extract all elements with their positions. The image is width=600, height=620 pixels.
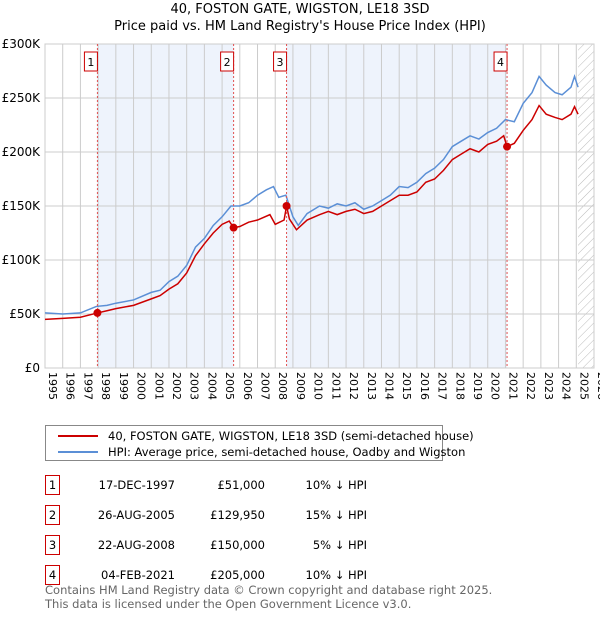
x-tick-label: 1996 [64,372,77,400]
x-tick-label: 2006 [241,372,254,400]
sale-label: 4 [497,56,504,69]
x-tick-label: 1997 [81,372,94,400]
legend-label: HPI: Average price, semi-detached house,… [108,444,466,459]
x-tick-label: 1995 [46,372,59,400]
sale-point [282,202,291,210]
sale-price: £129,950 [210,508,265,522]
x-tick-label: 2020 [489,372,502,400]
legend: 40, FOSTON GATE, WIGSTON, LE18 3SD (semi… [45,425,474,461]
x-tick-label: 2011 [329,372,342,400]
sale-point [503,142,512,151]
sale-label-box [493,51,508,72]
sale-number: 1 [45,475,60,495]
plot-border [44,43,595,369]
y-tick-label: £300K [2,37,42,51]
sale-hpi-diff: 10% ↓ HPI [305,478,367,492]
x-tick-label: 2018 [453,372,466,400]
sale-number: 3 [45,535,60,555]
sale-price: £150,000 [210,538,265,552]
x-tick-label: 2025 [577,372,590,400]
legend-item-property: 40, FOSTON GATE, WIGSTON, LE18 3SD (semi… [58,427,474,444]
x-tick-label: 2015 [400,372,413,400]
x-tick-label: 2007 [259,372,272,400]
x-tick-label: 2023 [542,372,555,400]
legend-item-hpi: HPI: Average price, semi-detached house,… [58,443,465,460]
x-tick-label: 1998 [99,372,112,400]
footer-line-2: This data is licensed under the Open Gov… [45,597,412,611]
y-tick-label: £0 [25,361,40,375]
x-tick-label: 2013 [365,372,378,400]
x-tick-label: 2026 [595,372,600,400]
sale-label: 3 [277,56,284,69]
chart-subtitle: Price paid vs. HM Land Registry's House … [114,19,486,34]
x-tick-label: 2010 [312,372,325,400]
x-tick-label: 2014 [382,372,395,400]
x-tick-label: 2003 [188,372,201,400]
sale-number: 4 [45,565,60,585]
sale-row: 4 04-FEB-2021 £205,000 10% ↓ HPI [45,565,465,585]
x-tick-label: 1999 [117,372,130,400]
x-tick-label: 2019 [471,372,484,400]
x-tick-label: 2001 [152,372,165,400]
sale-date: 17-DEC-1997 [98,478,175,492]
y-tick-label: £200K [2,145,42,159]
x-tick-label: 2008 [276,372,289,400]
sale-hpi-diff: 10% ↓ HPI [305,568,367,582]
x-tick-label: 2017 [436,372,449,400]
series-line [44,73,579,315]
y-tick-label: £100K [2,253,42,267]
sale-row: 1 17-DEC-1997 £51,000 10% ↓ HPI [45,475,465,495]
x-tick-label: 2000 [135,372,148,400]
x-tick-label: 2021 [506,372,519,400]
plot-area: 1995 1996 1997 1998 1999 2000 2001 2002 2003 2004… [2,37,600,400]
chart-title: 40, FOSTON GATE, WIGSTON, LE18 3SD [170,2,430,17]
sale-date: 26-AUG-2005 [97,508,175,522]
x-tick-label: 2024 [560,372,573,400]
x-tick-label: 2009 [294,372,307,400]
sale-number: 2 [45,505,60,525]
sale-label-box [83,51,98,72]
x-tick-label: 2004 [205,372,218,400]
x-tick-label: 2012 [347,372,360,400]
sale-label: 1 [87,56,94,69]
sale-label-box [273,51,288,72]
footer-line-1: Contains HM Land Registry data © Crown c… [45,583,493,597]
sale-price: £205,000 [210,568,265,582]
sale-price: £51,000 [217,478,265,492]
y-tick-label: £150K [2,199,42,213]
sale-hpi-diff: 5% ↓ HPI [312,538,367,552]
x-tick-label: 2016 [418,372,431,400]
legend-swatch-red [58,434,98,437]
sale-date: 04-FEB-2021 [101,568,175,582]
sale-point [93,308,102,317]
sale-point [229,223,238,232]
sale-label: 2 [224,56,231,69]
sale-row: 3 22-AUG-2008 £150,000 5% ↓ HPI [45,535,465,555]
x-tick-label: 2002 [170,372,183,400]
legend-label: 40, FOSTON GATE, WIGSTON, LE18 3SD (semi… [108,428,474,443]
legend-swatch-blue [58,450,98,453]
sale-label-box [220,51,235,72]
y-tick-label: £250K [2,91,42,105]
x-tick-label: 2022 [524,372,537,400]
sale-row: 2 26-AUG-2005 £129,950 15% ↓ HPI [45,505,465,525]
sale-hpi-diff: 15% ↓ HPI [305,508,367,522]
x-tick-label: 2005 [223,372,236,400]
y-tick-label: £50K [9,307,41,321]
sale-date: 22-AUG-2008 [97,538,175,552]
